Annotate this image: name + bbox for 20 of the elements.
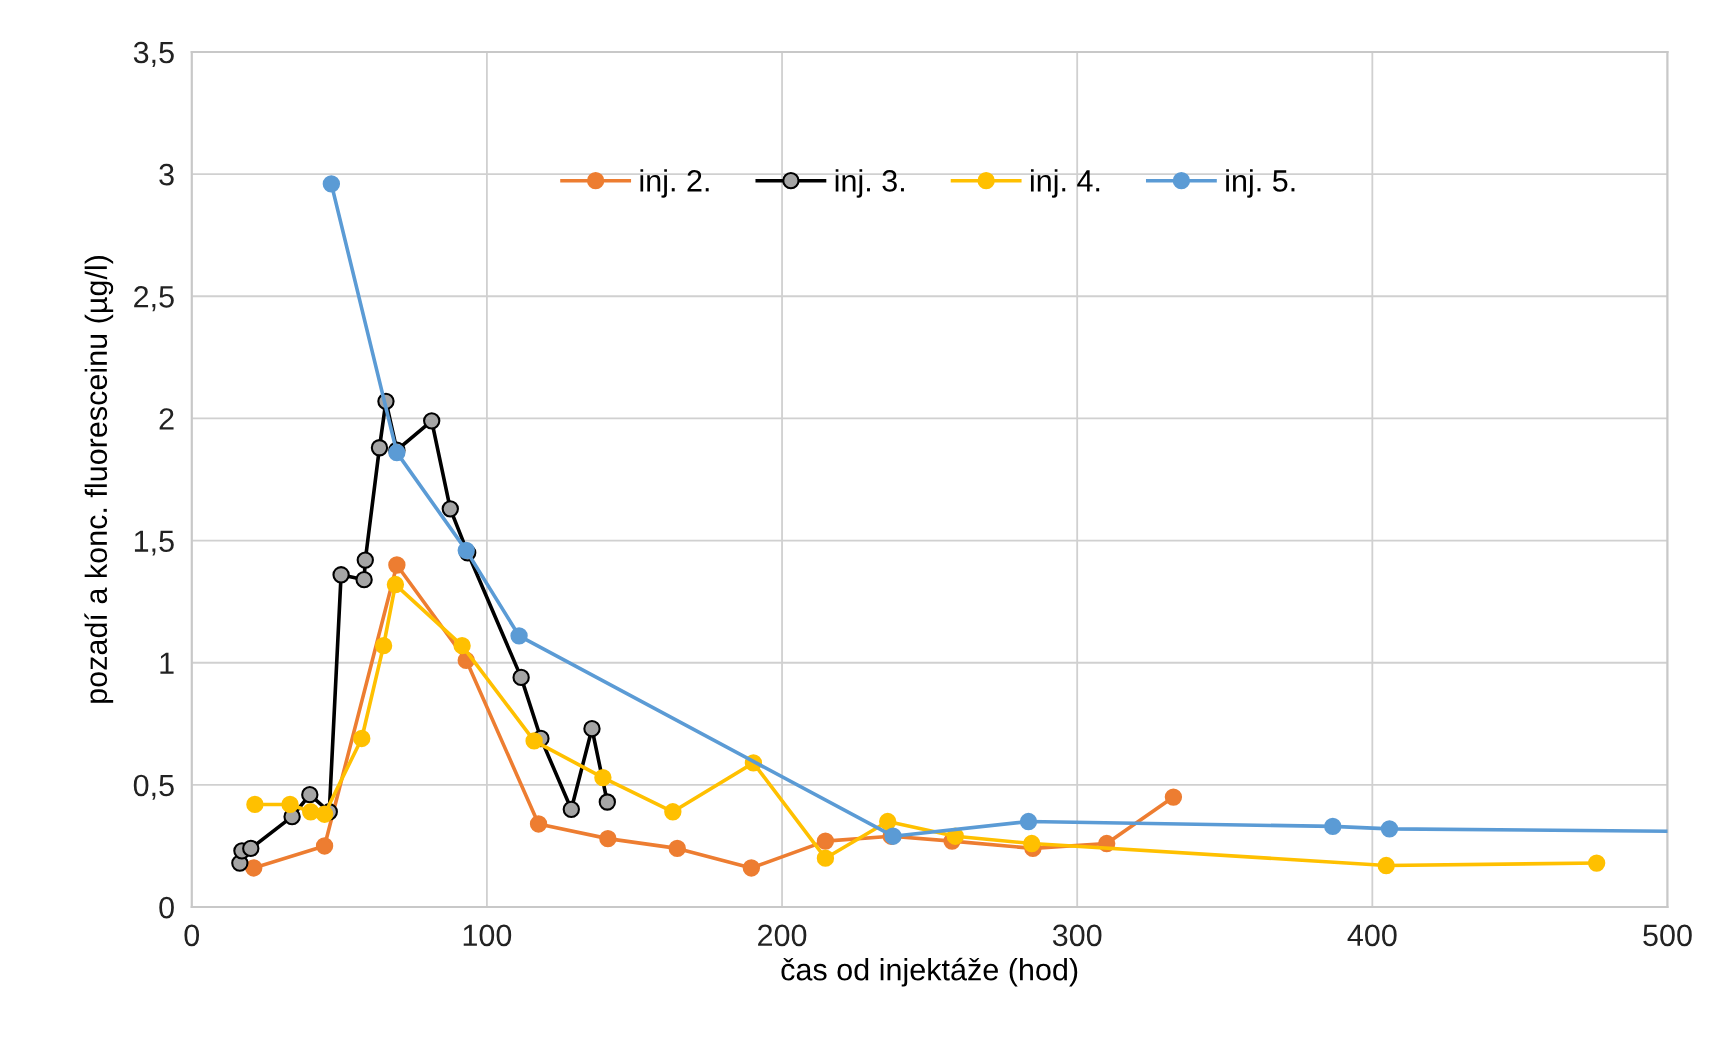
y-tick-label: 1,5	[134, 530, 174, 556]
x-tick-label: 200	[758, 924, 807, 947]
x-tick-label: 500	[1643, 924, 1692, 947]
y-tick-label: 0,5	[133, 774, 174, 800]
y-tick-label: 1	[160, 652, 174, 674]
legend-label: inj. 2.	[640, 169, 709, 198]
x-tick-label: 400	[1347, 924, 1397, 947]
legend-label: inj. 4.	[1030, 169, 1100, 198]
y-tick-label: 0	[159, 896, 174, 919]
y-tick-label: 2,5	[134, 286, 174, 312]
x-tick-label: 0	[184, 924, 200, 947]
legend-label: inj. 3.	[835, 169, 904, 198]
y-tick-label: 3,5	[133, 41, 174, 67]
y-tick-label: 3	[159, 163, 174, 186]
y-tick-label: 2	[159, 408, 174, 430]
y-axis-title: pozadí a konc. fluoresceinu (µg/l)	[84, 256, 114, 703]
x-tick-label: 100	[463, 924, 512, 947]
x-axis-title: čas od injektáže (hod)	[781, 957, 1078, 987]
x-tick-label: 300	[1052, 924, 1102, 947]
legend-label: inj. 5.	[1226, 169, 1295, 198]
